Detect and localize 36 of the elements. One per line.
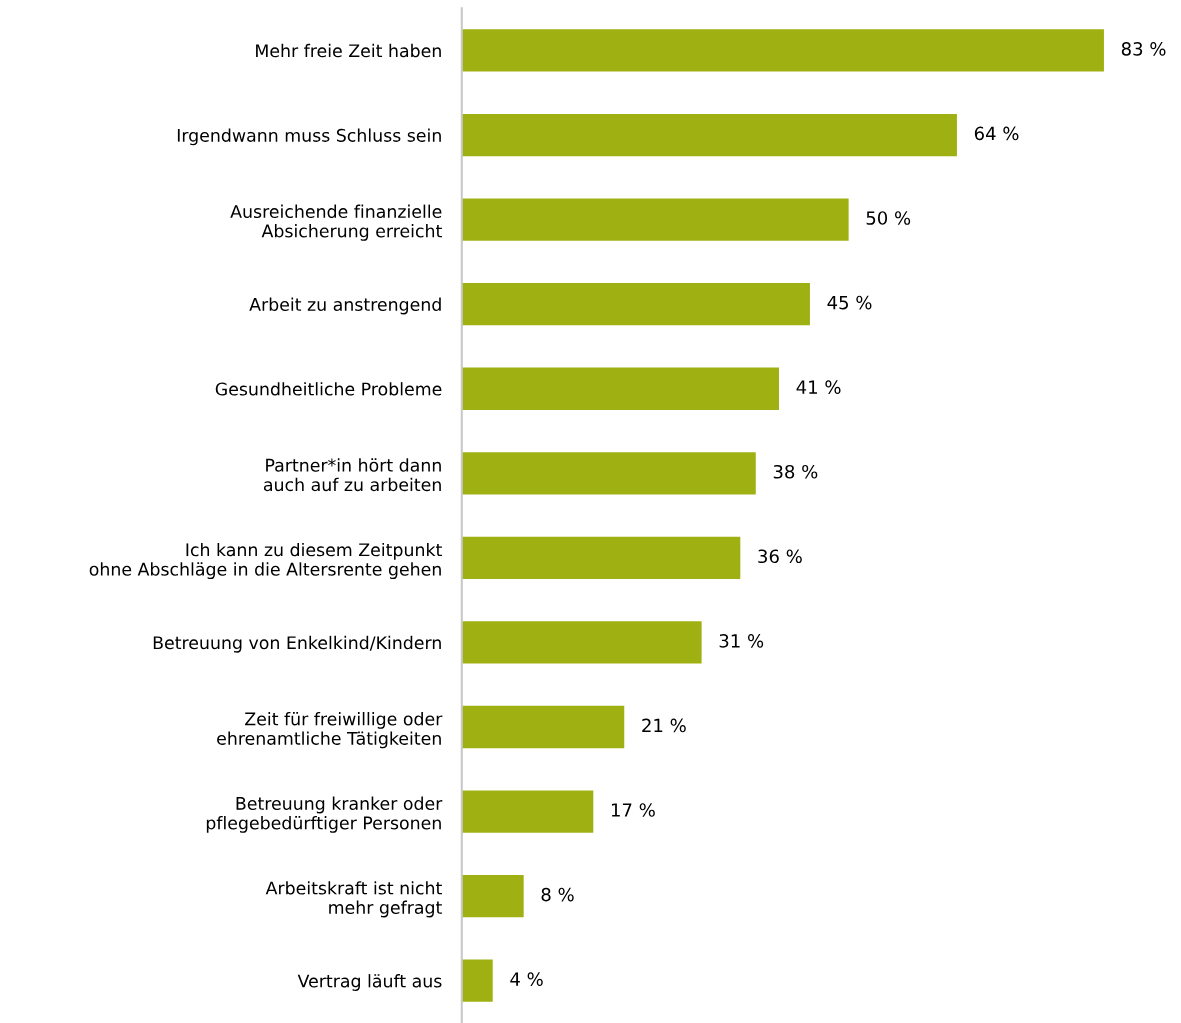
data-label: 36 %	[758, 549, 802, 564]
bar	[461, 113, 957, 157]
bar	[461, 875, 524, 918]
bar	[461, 790, 594, 833]
y-tick-label: Partner*in hört dann auch auf zu arbeiten	[263, 458, 441, 492]
data-label: 45 %	[827, 295, 872, 310]
y-tick-label: Mehr freie Zeit haben	[256, 43, 441, 58]
data-label: 38 %	[773, 464, 818, 479]
y-tick-label: Gesundheitliche Probleme	[215, 382, 442, 396]
bar	[461, 705, 625, 749]
bar	[461, 621, 702, 664]
bar	[461, 29, 1104, 72]
y-tick-label: Ausreichende finanzielle Absicherung erreicht	[230, 204, 442, 241]
y-tick-label: Vertrag läuft aus	[297, 974, 442, 991]
bar	[461, 959, 493, 1002]
data-label: 41 %	[796, 380, 841, 394]
y-tick-label: Betreuung kranker oder pflegebedürftiger Personen	[206, 796, 443, 833]
data-label: 8 %	[541, 887, 574, 902]
y-tick-label: Arbeitskraft ist nicht mehr gefragt	[265, 881, 442, 918]
data-label: 64 %	[974, 126, 1019, 141]
bar	[461, 198, 849, 241]
data-label: 21 %	[642, 718, 686, 733]
bar	[461, 367, 779, 410]
y-tick-label: Ich kann zu diesem Zeitpunkt ohne Abschläge in die Altersrente gehen	[89, 542, 442, 580]
y-tick-label: Zeit für freiwillige oder ehrenamtliche Tätigkeiten	[217, 712, 443, 749]
y-tick-label: Irgendwann muss Schluss sein	[177, 128, 441, 146]
bar	[461, 283, 810, 326]
bar	[461, 536, 741, 580]
data-label: 83 %	[1121, 42, 1166, 56]
y-tick-label: Arbeit zu anstrengend	[249, 297, 441, 315]
data-label: 50 %	[866, 211, 911, 225]
data-label: 17 %	[611, 803, 655, 817]
data-label: 31 %	[719, 634, 764, 648]
y-tick-label: Betreuung von Enkelkind/Kindern	[153, 635, 441, 653]
data-label: 4 %	[510, 972, 543, 986]
bar	[461, 452, 756, 495]
